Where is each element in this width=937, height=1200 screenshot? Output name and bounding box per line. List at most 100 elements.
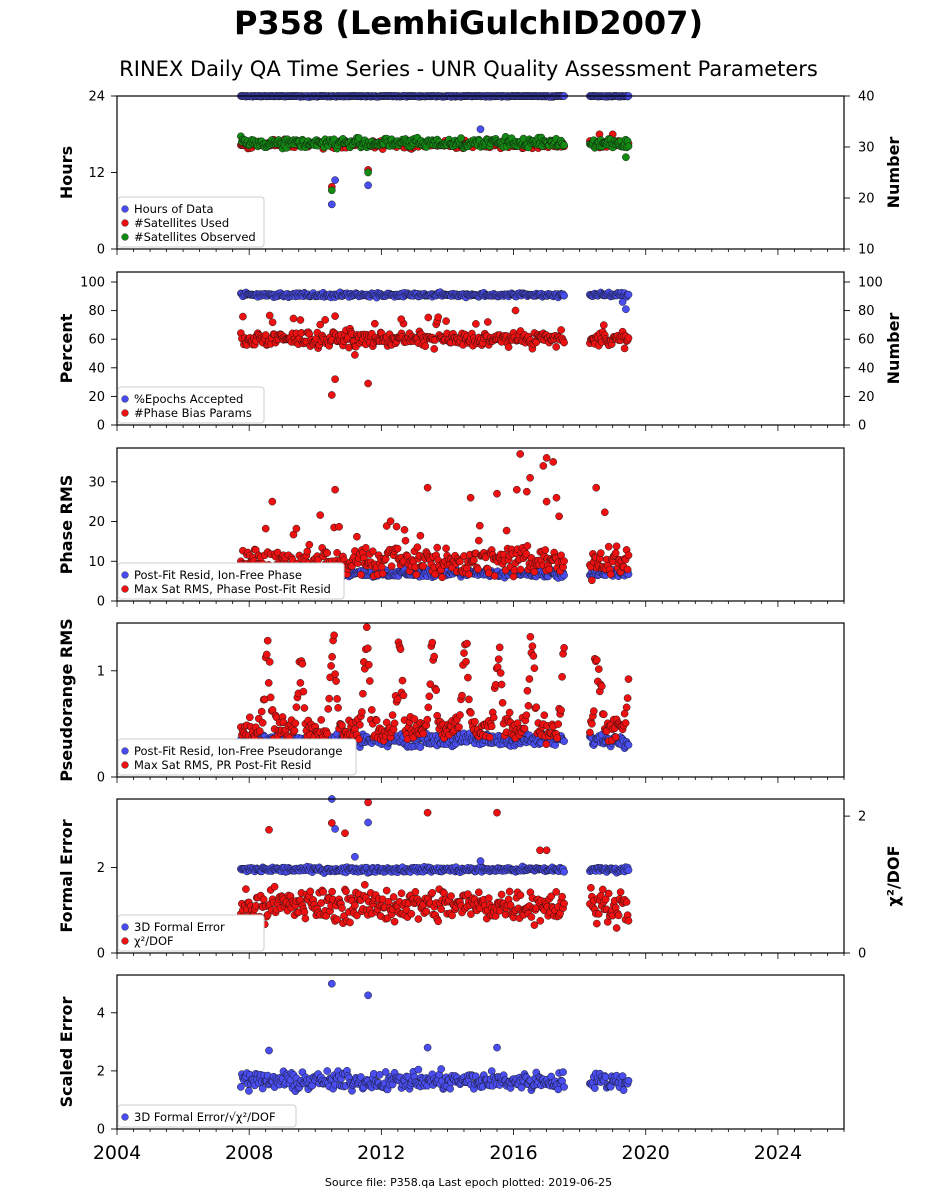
data-point: [363, 644, 372, 653]
data-point: [331, 312, 339, 320]
data-point: [292, 703, 301, 712]
data-point: [604, 889, 613, 898]
legend-label: Post-Fit Resid, Ion-Free Pseudorange: [134, 744, 342, 758]
data-point: [616, 888, 625, 896]
y-right-tick-label: 0: [858, 947, 866, 962]
outlier-point: [552, 493, 561, 502]
data-point: [396, 645, 405, 654]
data-point: [511, 306, 520, 315]
data-point: [360, 880, 369, 889]
legend-marker: [121, 571, 129, 579]
outlier-point: [592, 483, 601, 492]
outlier-point: [327, 391, 336, 399]
legend-marker: [121, 205, 129, 213]
data-point: [541, 546, 550, 554]
outlier-point: [522, 487, 531, 496]
data-point: [588, 576, 596, 585]
data-point: [494, 655, 503, 664]
legend-marker: [121, 923, 129, 931]
data-point: [487, 722, 496, 731]
data-point: [457, 134, 465, 142]
data-point: [434, 313, 443, 322]
legend-marker: [121, 233, 129, 241]
legend: Post-Fit Resid, Ion-Free PseudorangeMax …: [117, 738, 357, 776]
data-point: [434, 917, 443, 926]
x-tick-label: 2008: [225, 1142, 273, 1164]
data-point: [464, 673, 472, 682]
legend-label: 3D Formal Error: [134, 920, 225, 934]
panel-percent: 020406080100020406080100NumberPercent%Ep…: [57, 271, 903, 434]
data-point: [509, 572, 518, 581]
data-point: [624, 142, 633, 151]
outlier-point: [423, 808, 432, 817]
data-point: [442, 544, 450, 553]
data-point: [437, 905, 446, 914]
outlier-point: [542, 846, 551, 855]
data-point: [317, 716, 326, 724]
data-point: [428, 638, 437, 647]
data-point: [299, 687, 308, 696]
outlier-point: [351, 351, 359, 359]
data-point: [557, 706, 565, 715]
data-point: [438, 573, 447, 582]
data-point: [419, 562, 428, 570]
outlier-point: [364, 181, 372, 190]
data-point: [393, 544, 402, 553]
data-point: [358, 708, 366, 716]
data-point: [623, 565, 632, 574]
outlier-point: [327, 186, 336, 195]
data-point: [265, 311, 274, 320]
outlier-point: [341, 829, 349, 838]
outlier-point: [397, 315, 406, 324]
outlier-point: [493, 489, 501, 498]
x-tick-label: 2024: [754, 1142, 802, 1164]
outlier-point: [526, 473, 534, 482]
outlier-point: [268, 497, 277, 506]
legend-label: χ²/DOF: [134, 934, 174, 948]
data-point: [382, 886, 391, 895]
data-point: [333, 695, 341, 703]
data-point: [462, 657, 470, 666]
data-point: [325, 694, 334, 703]
data-point: [321, 316, 330, 324]
data-point: [330, 631, 338, 640]
outlier-point: [516, 450, 525, 458]
data-point: [586, 728, 594, 737]
legend-label: 3D Formal Error/√χ²/DOF: [134, 1110, 276, 1124]
data-point: [560, 867, 568, 876]
data-point: [263, 636, 272, 645]
y-tick-label: 100: [80, 276, 105, 291]
data-point: [419, 729, 428, 738]
data-point: [624, 290, 633, 299]
outlier-point: [364, 379, 372, 388]
data-point: [257, 707, 266, 716]
data-point: [300, 704, 309, 712]
outlier-point: [512, 485, 521, 494]
data-point: [522, 711, 531, 720]
data-point: [463, 639, 471, 648]
y-right-axis-label: Number: [884, 313, 903, 385]
data-point: [523, 686, 532, 695]
legend-marker: [121, 585, 129, 593]
legend-marker: [121, 937, 129, 945]
data-point: [523, 542, 532, 550]
data-point: [498, 698, 507, 707]
data-point: [334, 703, 342, 712]
data-point: [624, 675, 633, 683]
data-point: [594, 665, 603, 673]
data-point: [516, 891, 525, 900]
data-point: [540, 711, 549, 720]
data-point: [557, 326, 565, 334]
data-point: [530, 567, 539, 576]
data-point: [292, 524, 301, 533]
data-point: [504, 343, 513, 351]
outlier-point: [542, 497, 551, 506]
data-point: [411, 887, 420, 896]
legend: %Epochs Accepted#Phase Bias Params: [117, 386, 265, 424]
data-point: [529, 652, 538, 660]
data-point: [558, 672, 566, 681]
data-point: [389, 893, 398, 901]
x-tick-label: 2020: [622, 1142, 670, 1164]
